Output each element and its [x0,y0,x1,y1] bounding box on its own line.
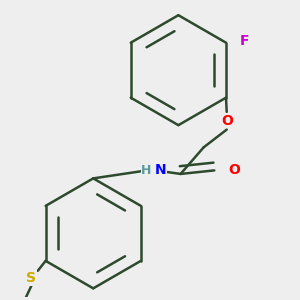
Text: O: O [228,164,240,177]
Text: N: N [155,164,166,177]
Text: S: S [26,271,36,285]
Text: F: F [239,34,249,48]
Text: O: O [221,114,232,128]
Text: H: H [141,164,151,177]
